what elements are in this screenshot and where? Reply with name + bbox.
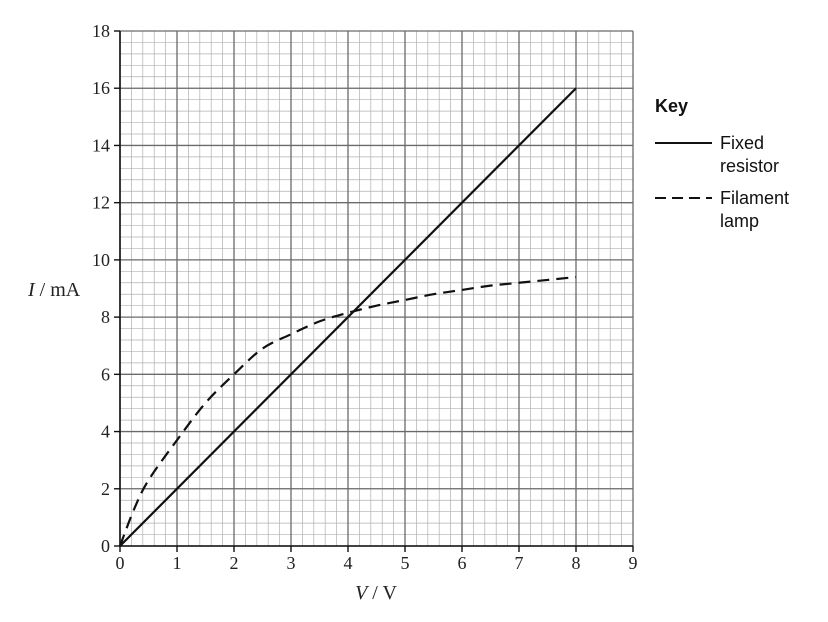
legend-label-fixed-resistor-line2: resistor	[720, 156, 779, 176]
x-tick-label: 9	[629, 553, 638, 573]
y-tick-label: 14	[92, 135, 110, 155]
y-axis-symbol: I	[27, 279, 36, 301]
series-layer	[118, 87, 577, 547]
x-tick-labels: 0 1 2 3 4 5 6 7 8 9	[116, 546, 638, 573]
y-tick-label: 8	[101, 307, 110, 327]
y-axis-unit: / mA	[35, 279, 81, 301]
x-tick-label: 4	[344, 553, 353, 573]
x-tick-label: 7	[515, 553, 524, 573]
x-tick-label: 8	[572, 553, 581, 573]
x-tick-label: 1	[173, 553, 182, 573]
legend-label-filament-lamp-line2: lamp	[720, 211, 759, 231]
legend-title: Key	[655, 96, 688, 116]
y-tick-labels: 0 2 4 6 8 10 12 14 16 18	[92, 21, 120, 556]
x-tick-label: 0	[116, 553, 125, 573]
x-tick-label: 3	[287, 553, 296, 573]
x-tick-label: 5	[401, 553, 410, 573]
x-axis-symbol: V	[355, 582, 370, 604]
y-tick-label: 12	[92, 193, 110, 213]
y-tick-label: 0	[101, 536, 110, 556]
y-tick-label: 2	[101, 479, 110, 499]
x-tick-label: 2	[230, 553, 239, 573]
x-tick-label: 6	[458, 553, 467, 573]
legend-label-filament-lamp-line1: Filament	[720, 188, 789, 208]
legend-label-fixed-resistor-line1: Fixed	[720, 133, 764, 153]
series-fixed-resistor	[119, 87, 577, 547]
legend: Key Fixed resistor Filament lamp	[655, 96, 789, 231]
x-axis-label: V / V	[355, 582, 397, 604]
y-tick-label: 18	[92, 21, 110, 41]
x-axis-unit: / V	[367, 582, 397, 604]
series-filament-lamp	[118, 275, 577, 547]
y-tick-label: 4	[101, 422, 110, 442]
y-axis-label: I / mA	[27, 279, 81, 301]
y-tick-label: 6	[101, 364, 110, 384]
y-tick-label: 16	[92, 78, 110, 98]
axes	[119, 31, 633, 547]
y-tick-label: 10	[92, 250, 110, 270]
